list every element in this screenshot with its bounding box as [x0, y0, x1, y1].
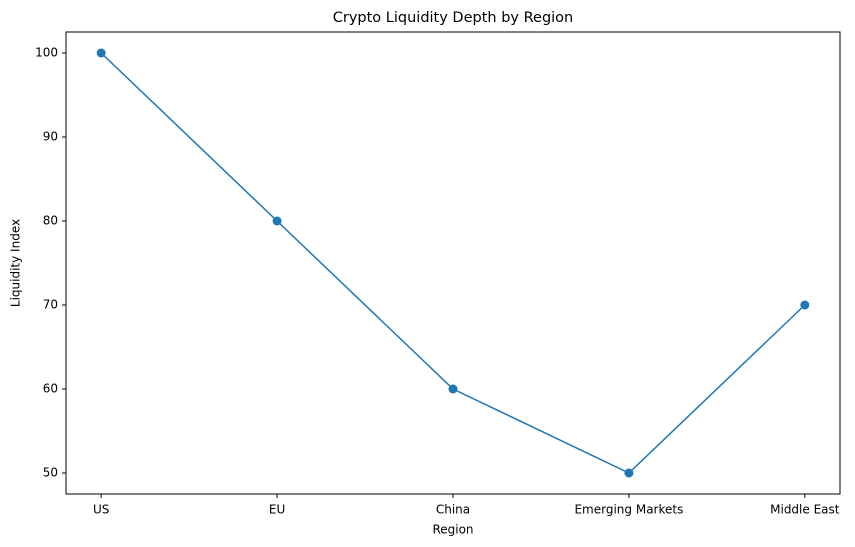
- x-tick-label: Middle East: [770, 503, 840, 517]
- y-axis-label: Liquidity Index: [9, 219, 23, 307]
- x-tick-label: US: [93, 503, 109, 517]
- x-tick-label: Emerging Markets: [574, 503, 683, 517]
- chart-title: Crypto Liquidity Depth by Region: [333, 10, 573, 26]
- plot-frame: [65, 31, 841, 495]
- y-tick-label: 60: [43, 382, 58, 396]
- marker: [800, 300, 810, 310]
- y-tick-label: 90: [43, 130, 58, 144]
- y-tick-label: 100: [35, 46, 58, 60]
- x-tick-label: EU: [269, 503, 285, 517]
- x-axis-label: Region: [432, 523, 473, 537]
- y-tick-label: 50: [43, 466, 58, 480]
- y-tick-label: 70: [43, 298, 58, 312]
- marker: [624, 468, 634, 478]
- marker: [272, 216, 282, 226]
- marker: [96, 48, 106, 58]
- line: [100, 52, 806, 474]
- y-tick-label: 80: [43, 214, 58, 228]
- x-tick-label: China: [436, 503, 470, 517]
- marker: [448, 384, 458, 394]
